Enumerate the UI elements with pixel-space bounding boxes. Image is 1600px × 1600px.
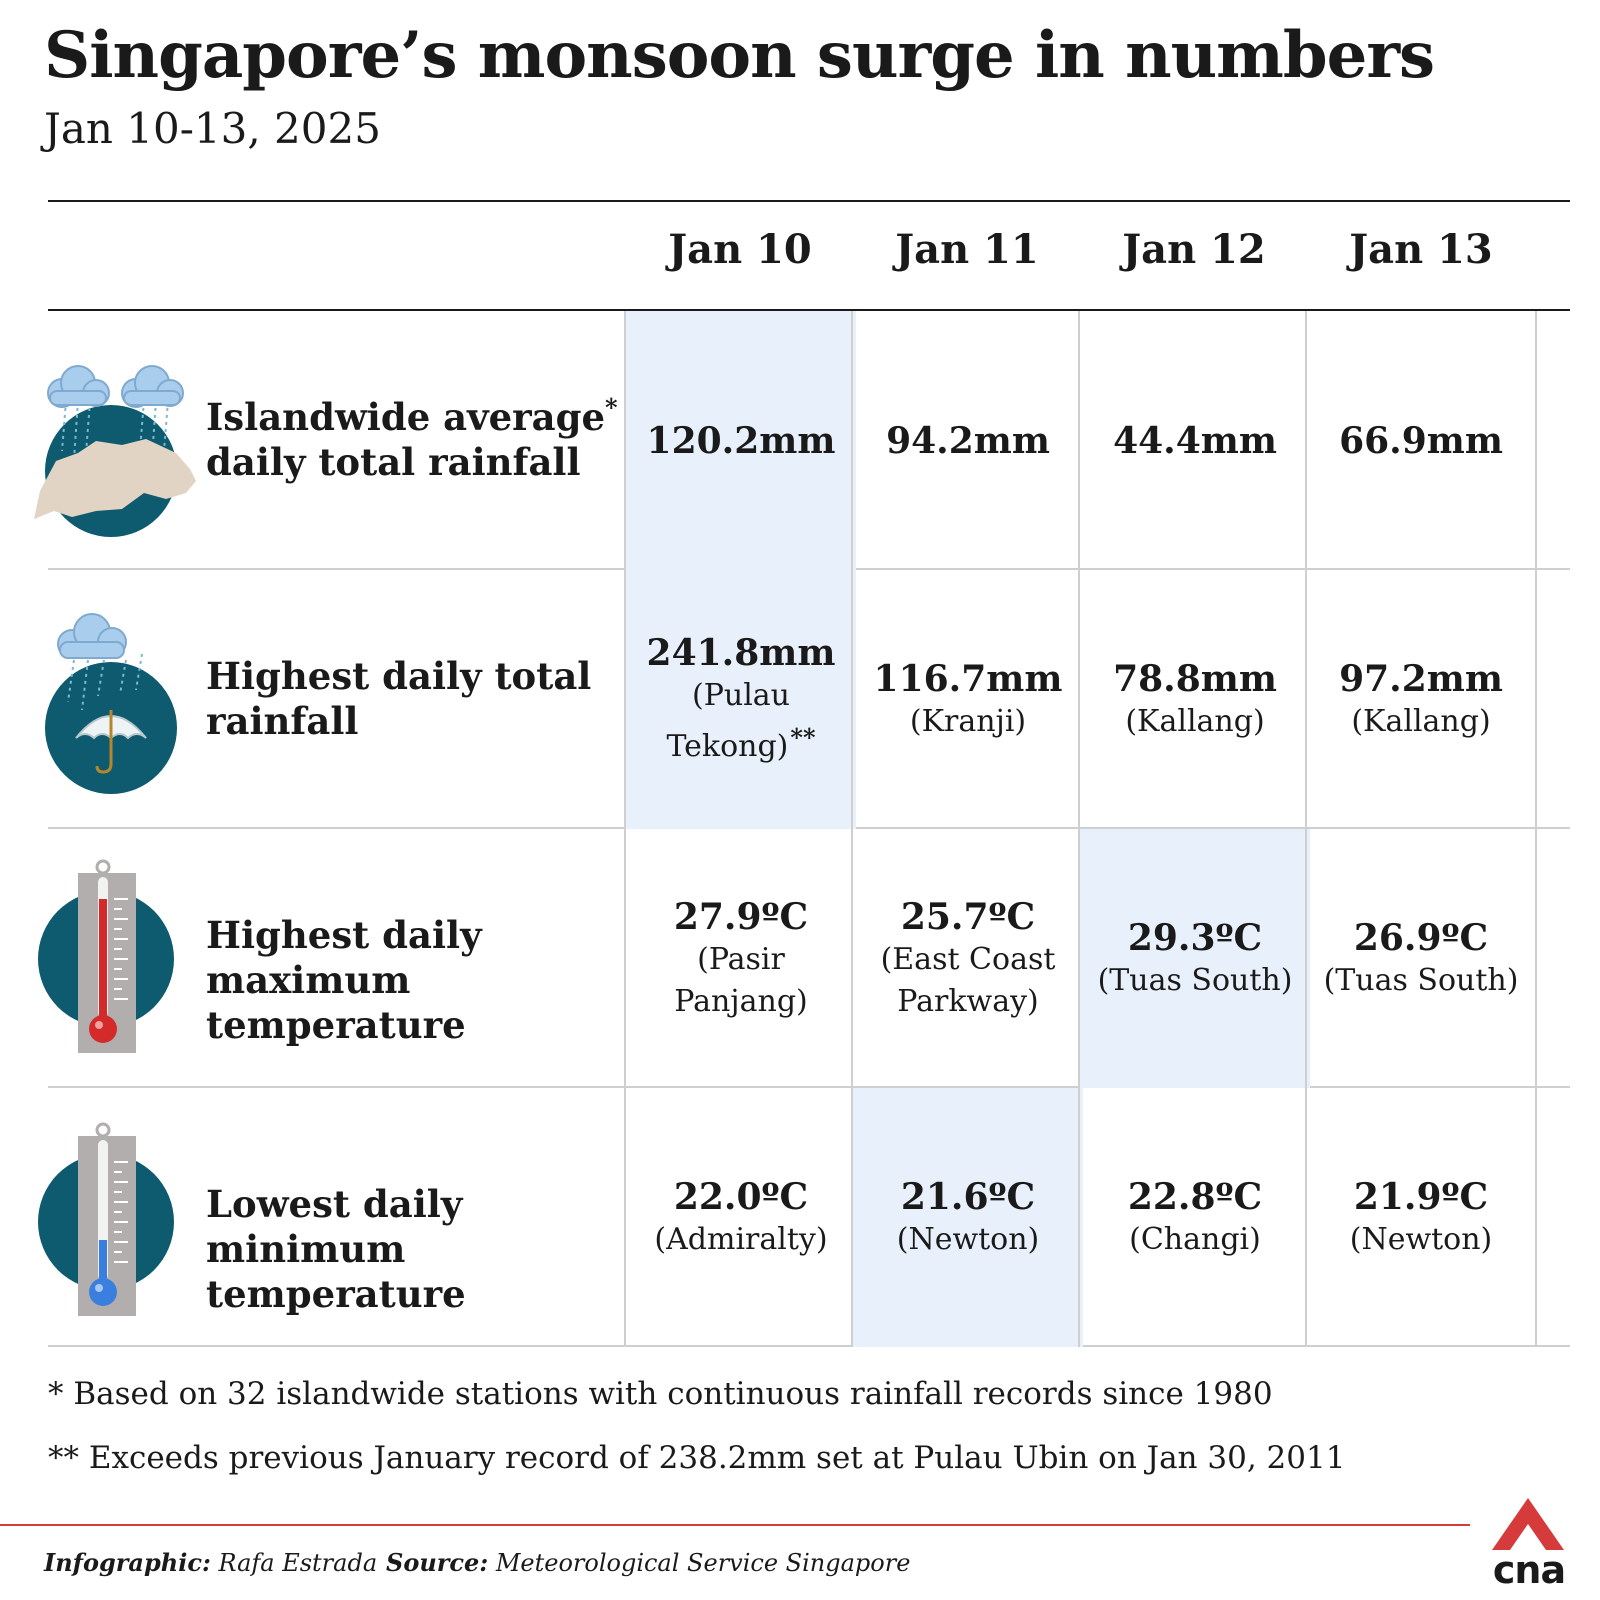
cna-logo-icon (1492, 1498, 1564, 1550)
table-cell: 116.7mm (Kranji) (851, 570, 1083, 829)
table-cell: 22.0ºC (Admiralty) (624, 1088, 856, 1347)
thermometer-cold-icon (26, 1122, 196, 1322)
umbrella-rain-icon (26, 598, 196, 798)
table-row-highest-rainfall: Highest daily total rainfall 241.8mm (Pu… (45, 570, 1570, 829)
table-row-max-temperature: Highest daily maximum temperature 27.9ºC… (38, 829, 1570, 1088)
header-rule (48, 309, 1570, 311)
cell-value: 22.0ºC (673, 1175, 809, 1218)
row-label-min-temperature: Lowest daily minimum temperature (206, 1182, 636, 1317)
cell-location: (Changi) (1129, 1221, 1261, 1257)
table-cell: 94.2mm (851, 311, 1083, 570)
row-label-line2: minimum temperature (206, 1227, 466, 1316)
cell-location: (Kranji) (909, 703, 1027, 739)
cna-logo-text: cna (1492, 1548, 1566, 1592)
cell-value: 26.9ºC (1353, 916, 1489, 959)
cell-value: 78.8mm (1113, 657, 1277, 700)
footer-rule (0, 1524, 1470, 1526)
table-cell: 44.4mm (1078, 311, 1310, 570)
cell-location: (Newton) (896, 1221, 1040, 1257)
footnote-2: ** Exceeds previous January record of 23… (48, 1440, 1346, 1476)
cell-value: 97.2mm (1339, 657, 1503, 700)
row-label-max-temperature: Highest daily maximum temperature (206, 913, 636, 1048)
credit-label: Infographic: (44, 1548, 211, 1577)
footnotes: * Based on 32 islandwide stations with c… (48, 1374, 1548, 1502)
infographic-credit: Infographic: Rafa Estrada (44, 1548, 377, 1577)
cell-value: 241.8mm (646, 632, 836, 674)
credit-name: Rafa Estrada (218, 1549, 378, 1577)
data-table: Islandwide average* daily total rainfall… (34, 311, 1570, 1348)
cell-location: (Pasir Panjang) (674, 941, 808, 1019)
cell-location: (Tuas South) (1097, 962, 1293, 998)
cell-location: (Tuas South) (1323, 962, 1519, 998)
cell-location: (Pulau Tekong)** (641, 675, 841, 768)
cell-location: (Kallang) (1351, 703, 1491, 739)
cell-location: (Admiralty) (654, 1221, 828, 1257)
table-row-min-temperature: Lowest daily minimum temperature 22.0ºC … (38, 1088, 1570, 1347)
top-rule (48, 200, 1570, 202)
cell-location-text: (Pulau Tekong) (666, 678, 790, 764)
table-cell: 97.2mm (Kallang) (1305, 570, 1537, 829)
row-label-islandwide-rainfall: Islandwide average* daily total rainfall (206, 385, 636, 485)
cell-value: 22.8ºC (1127, 1175, 1263, 1218)
cell-value: 27.9ºC (673, 895, 809, 938)
cell-location: (Kallang) (1125, 703, 1265, 739)
footnote-marker: ** (790, 723, 816, 752)
footnote-1: * Based on 32 islandwide stations with c… (48, 1376, 1273, 1412)
day-header-3: Jan 12 (1122, 226, 1266, 273)
cell-location: (Newton) (1349, 1221, 1493, 1257)
cell-value: 116.7mm (873, 657, 1063, 700)
table-cell: 66.9mm (1305, 311, 1537, 570)
row-label-line1: Lowest daily (206, 1182, 463, 1226)
infographic-title: Singapore’s monsoon surge in numbers (44, 18, 1435, 93)
table-cell: 29.3ºC (Tuas South) (1078, 829, 1310, 1088)
cell-value: 21.6ºC (900, 1175, 1036, 1218)
row-label-line1: Islandwide average (206, 395, 606, 439)
row-label-line2: rainfall (206, 699, 359, 743)
table-cell: 21.6ºC (Newton) (851, 1088, 1083, 1347)
cell-value: 25.7ºC (900, 895, 1036, 938)
cell-value: 29.3ºC (1127, 916, 1263, 959)
table-cell: 26.9ºC (Tuas South) (1305, 829, 1537, 1088)
day-header-2: Jan 11 (895, 226, 1039, 273)
table-cell: 120.2mm (624, 311, 856, 570)
rain-cloud-map-icon (26, 341, 196, 541)
source-credit: Source: Meteorological Service Singapore (386, 1548, 910, 1577)
cell-location: (East Coast Parkway) (880, 941, 1056, 1019)
cell-value: 66.9mm (1339, 419, 1503, 462)
row-label-line2: daily total rainfall (206, 440, 581, 484)
day-header-1: Jan 10 (668, 226, 812, 273)
cell-value: 21.9ºC (1353, 1175, 1489, 1218)
cell-value: 120.2mm (646, 419, 836, 462)
thermometer-hot-icon (26, 859, 196, 1059)
table-cell: 241.8mm (Pulau Tekong)** (624, 570, 856, 829)
table-cell: 25.7ºC (East Coast Parkway) (851, 829, 1083, 1088)
source-label: Source: (386, 1548, 489, 1577)
row-label-line1: Highest daily (206, 913, 482, 957)
day-header-4: Jan 13 (1349, 226, 1493, 273)
table-cell: 27.9ºC (Pasir Panjang) (624, 829, 856, 1088)
row-label-line1: Highest daily total (206, 654, 592, 698)
row-label-highest-rainfall: Highest daily total rainfall (206, 654, 636, 744)
row-label-line2: maximum temperature (206, 958, 466, 1047)
table-cell: 78.8mm (Kallang) (1078, 570, 1310, 829)
source-name: Meteorological Service Singapore (495, 1549, 911, 1577)
infographic-subtitle: Jan 10-13, 2025 (44, 104, 381, 153)
cell-value: 94.2mm (886, 419, 1050, 462)
cell-value: 44.4mm (1113, 419, 1277, 462)
table-row-islandwide-rainfall: Islandwide average* daily total rainfall… (34, 311, 1570, 570)
table-cell: 22.8ºC (Changi) (1078, 1088, 1310, 1347)
table-cell: 21.9ºC (Newton) (1305, 1088, 1537, 1347)
footnote-marker: * (605, 393, 618, 422)
